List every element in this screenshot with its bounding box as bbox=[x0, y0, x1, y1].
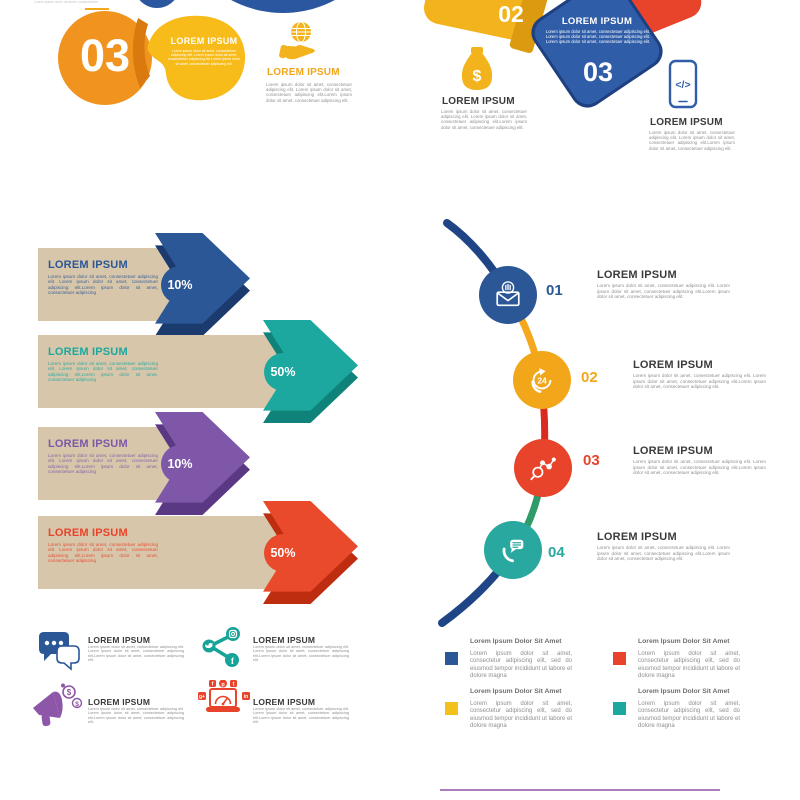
legend-title: Lorem Ipsum Dolor Sit Amet bbox=[638, 638, 730, 645]
globe-item-text: Lorem ipsum dolor sit amet, consectetuer… bbox=[266, 82, 352, 103]
money-bag-icon: $ bbox=[461, 47, 493, 90]
legend-swatch bbox=[613, 702, 626, 715]
feature-title: LOREM IPSUM bbox=[253, 635, 316, 645]
laptop-social-icon: f p t in g+ bbox=[198, 680, 250, 712]
phone-item-text: Lorem ipsum dolor sit amet, consectetuer… bbox=[649, 130, 735, 151]
legend-dots: ··· bbox=[638, 695, 648, 701]
legend-dots: ··· bbox=[638, 645, 648, 651]
timeline-node-4 bbox=[484, 521, 542, 579]
timeline-text: Lorem ipsum dolor sit amet, consectetuer… bbox=[597, 283, 730, 299]
percent-badge: 10% bbox=[161, 445, 199, 483]
bottom-edge-line bbox=[440, 789, 720, 791]
legend-text: Lorem ipsum dolor sit amet, consectetur … bbox=[470, 701, 572, 729]
email-icon bbox=[496, 281, 520, 307]
bubble-text: Lorem ipsum dolor sit amet, consectetuer… bbox=[168, 49, 240, 66]
arrow-bar bbox=[38, 516, 295, 589]
mobile-code-icon: </> bbox=[668, 59, 698, 109]
feature-text: Lorem ipsum dolor sit amet, consectetuer… bbox=[253, 645, 349, 662]
percent-badge: 10% bbox=[161, 266, 199, 304]
feature-title: LOREM IPSUM bbox=[88, 635, 151, 645]
timeline-number: 01 bbox=[546, 282, 563, 299]
arrow-bar bbox=[38, 335, 295, 408]
legend-text: Lorem ipsum dolor sit amet, consectetur … bbox=[638, 651, 740, 679]
percent-badge: 50% bbox=[264, 353, 302, 391]
call-chat-icon bbox=[502, 539, 524, 563]
arrow-title: LOREM IPSUM bbox=[48, 346, 128, 358]
legend-text: Lorem ipsum dolor sit amet, consectetur … bbox=[638, 701, 740, 729]
svg-text:f: f bbox=[231, 656, 235, 666]
legend-swatch bbox=[445, 702, 458, 715]
partial-circle-small bbox=[134, 0, 180, 8]
arrow-title: LOREM IPSUM bbox=[48, 527, 128, 539]
card-03-number: 03 bbox=[582, 57, 614, 87]
arrow-title: LOREM IPSUM bbox=[48, 438, 128, 450]
phone-24h-icon: 24 bbox=[531, 368, 552, 393]
timeline-node-2: 24 bbox=[513, 351, 571, 409]
svg-text:$: $ bbox=[67, 688, 72, 697]
timeline-number: 03 bbox=[583, 452, 600, 469]
timeline-number: 04 bbox=[548, 544, 565, 561]
legend-dots: ··· bbox=[470, 695, 480, 701]
timeline-node-1 bbox=[479, 266, 537, 324]
megaphone-coins-icon: $ $ bbox=[33, 683, 83, 727]
legend-text: Lorem ipsum dolor sit amet, consectetur … bbox=[470, 651, 572, 679]
globe-item-title: LOREM IPSUM bbox=[267, 67, 340, 78]
svg-text:in: in bbox=[244, 694, 248, 700]
arrow-title: LOREM IPSUM bbox=[48, 259, 128, 271]
money-item-text: Lorem ipsum dolor sit amet, consectetuer… bbox=[441, 109, 527, 130]
bubble-title: LOREM IPSUM bbox=[170, 36, 238, 46]
arrow-text: Lorem ipsum dolor sit amet, consectetuer… bbox=[48, 274, 158, 296]
arrow-text: Lorem ipsum dolor sit amet, consectetuer… bbox=[48, 542, 158, 564]
timeline-text: Lorem ipsum dolor sit amet, consectetuer… bbox=[597, 545, 730, 561]
card-02-number: 02 bbox=[498, 1, 524, 27]
edge-dash bbox=[85, 8, 109, 10]
timeline-title: LOREM IPSUM bbox=[633, 359, 713, 371]
feature-text: Lorem ipsum dolor sit amet, consectetuer… bbox=[253, 707, 349, 724]
svg-text:$: $ bbox=[75, 701, 79, 708]
globe-hand-icon bbox=[279, 21, 315, 60]
money-item-title: LOREM IPSUM bbox=[442, 96, 515, 107]
svg-text:p: p bbox=[221, 682, 225, 688]
svg-text:t: t bbox=[233, 682, 235, 688]
svg-text:$: $ bbox=[473, 68, 482, 85]
feature-title: LOREM IPSUM bbox=[88, 697, 151, 707]
legend-swatch bbox=[613, 652, 626, 665]
legend-title: Lorem Ipsum Dolor Sit Amet bbox=[470, 638, 562, 645]
svg-text:g+: g+ bbox=[199, 694, 205, 700]
legend-swatch bbox=[445, 652, 458, 665]
timeline-title: LOREM IPSUM bbox=[597, 269, 677, 281]
legend-title: Lorem Ipsum Dolor Sit Amet bbox=[470, 688, 562, 695]
speech-blob-shape bbox=[132, 15, 246, 101]
arrow-bar bbox=[38, 427, 185, 500]
network-nodes-icon bbox=[530, 457, 556, 481]
timeline-number: 02 bbox=[581, 369, 598, 386]
svg-text:f: f bbox=[212, 682, 214, 688]
timeline-title: LOREM IPSUM bbox=[597, 531, 677, 543]
arrow-text: Lorem ipsum dolor sit amet, consectetuer… bbox=[48, 361, 158, 383]
percent-badge: 50% bbox=[264, 534, 302, 572]
arrow-bar bbox=[38, 248, 185, 321]
feature-title: LOREM IPSUM bbox=[253, 697, 316, 707]
legend-dots: ··· bbox=[470, 645, 480, 651]
bubble-number: 03 bbox=[79, 30, 131, 81]
timeline-title: LOREM IPSUM bbox=[633, 445, 713, 457]
blob-body bbox=[147, 15, 246, 101]
card-03-text: Lorem ipsum dolor sit amet, consectetuer… bbox=[545, 29, 651, 44]
feature-text: Lorem ipsum dolor sit amet, consectetuer… bbox=[88, 707, 184, 724]
social-share-icon: f bbox=[202, 627, 240, 667]
phone-item-title: LOREM IPSUM bbox=[650, 117, 723, 128]
chat-bubbles-icon bbox=[39, 632, 80, 671]
blob-fold bbox=[132, 18, 150, 88]
feature-text: Lorem ipsum dolor sit amet, consectetuer… bbox=[88, 645, 184, 662]
card-03-title: LOREM IPSUM bbox=[561, 16, 633, 27]
svg-text:</>: </> bbox=[675, 79, 690, 91]
timeline-text: Lorem ipsum dolor sit amet, consectetuer… bbox=[633, 373, 766, 389]
arrow-text: Lorem ipsum dolor sit amet, consectetuer… bbox=[48, 453, 158, 475]
timeline-node-3 bbox=[514, 439, 572, 497]
svg-text:24: 24 bbox=[537, 375, 547, 385]
cropped-edge-text: Lorem ipsum dolor sit amet, consectetuer… bbox=[34, 0, 99, 4]
timeline-text: Lorem ipsum dolor sit amet, consectetuer… bbox=[633, 459, 766, 475]
legend-title: Lorem Ipsum Dolor Sit Amet bbox=[638, 688, 730, 695]
